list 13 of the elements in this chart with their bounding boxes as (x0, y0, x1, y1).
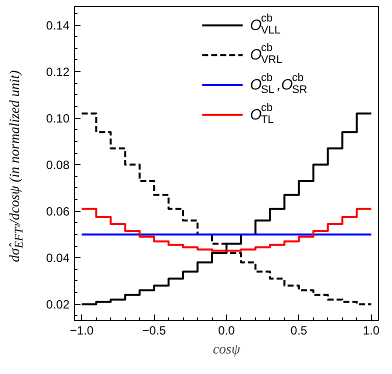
y-tick-label: 0.10 (46, 112, 70, 126)
x-tick-label: −1.0 (70, 324, 94, 338)
y-tick-label: 0.02 (46, 298, 70, 312)
x-tick-label: 1.0 (362, 324, 380, 338)
x-tick-label: −0.5 (142, 324, 166, 338)
y-tick-label: 0.08 (46, 158, 70, 172)
y-tick-label: 0.14 (46, 18, 70, 33)
x-tick-label: 0.5 (290, 324, 308, 338)
y-tick-label: 0.06 (46, 204, 70, 219)
y-tick-label: 0.12 (46, 65, 70, 80)
x-tick-label: 0.0 (218, 324, 236, 338)
y-tick-label: 0.04 (46, 251, 70, 266)
x-axis-title: cosψ (212, 342, 240, 358)
